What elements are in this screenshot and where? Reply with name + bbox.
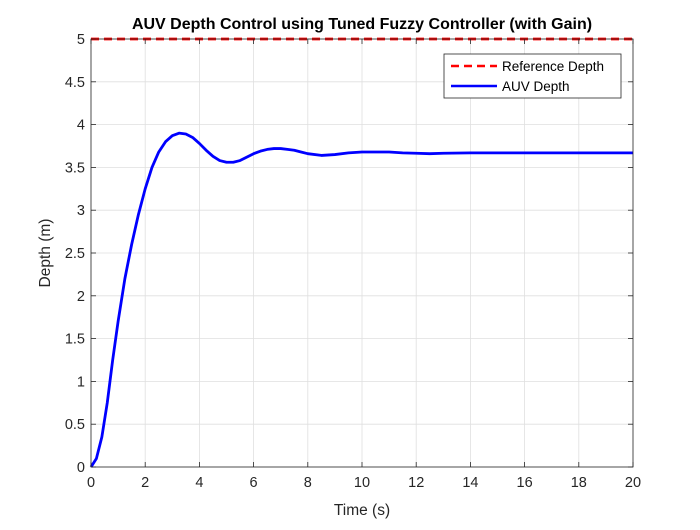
x-tick-label: 0	[87, 475, 95, 491]
series-layer	[89, 37, 633, 468]
auv-depth-line	[89, 131, 633, 468]
y-tick-label: 2	[77, 289, 85, 305]
y-tick-label: 3.5	[65, 160, 85, 176]
y-tick-label: 2.5	[65, 246, 85, 262]
y-tick-label: 5	[77, 32, 85, 48]
chart-title: AUV Depth Control using Tuned Fuzzy Cont…	[132, 16, 592, 33]
x-tick-label: 20	[625, 475, 641, 491]
x-tick-label: 12	[408, 475, 424, 491]
x-tick-label: 4	[195, 475, 203, 491]
y-tick-label: 0	[77, 460, 85, 476]
y-axis-label: Depth (m)	[37, 219, 54, 288]
y-tick-label: 0.5	[65, 417, 85, 433]
y-tick-label: 1	[77, 374, 85, 390]
x-tick-label: 8	[304, 475, 312, 491]
x-tick-label: 10	[354, 475, 370, 491]
tick-labels: 0 2 4 6 8 10 12 14 16 18 20 0 0.5 1 1.5 2 2.5 3 3.5 4 4.5 5	[65, 32, 641, 491]
y-tick-label: 4.5	[65, 75, 85, 91]
legend: Reference Depth AUV Depth	[443, 53, 622, 99]
legend-box	[443, 53, 622, 99]
x-tick-label: 6	[250, 475, 258, 491]
legend-label-auv: AUV Depth	[502, 79, 570, 94]
y-tick-label: 4	[77, 118, 85, 134]
x-tick-label: 2	[141, 475, 149, 491]
y-tick-label: 3	[77, 203, 85, 219]
x-tick-label: 18	[571, 475, 587, 491]
y-tick-label: 1.5	[65, 332, 85, 348]
legend-label-reference: Reference Depth	[502, 59, 604, 74]
x-tick-label: 16	[517, 475, 533, 491]
x-tick-label: 14	[462, 475, 478, 491]
x-axis-label: Time (s)	[334, 502, 390, 519]
